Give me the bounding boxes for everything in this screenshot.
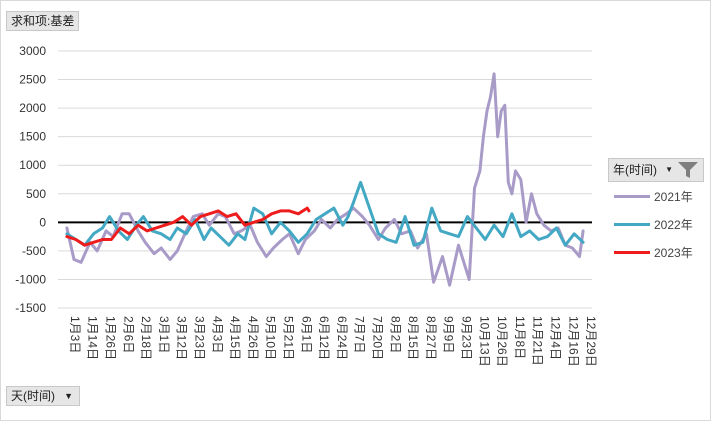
x-tick-label: 2月18日: [139, 316, 153, 360]
y-tick-label: 1500: [19, 130, 46, 144]
x-tick-label: 4月3日: [210, 316, 224, 353]
x-tick-label: 4月15日: [228, 316, 242, 360]
x-tick-label: 7月20日: [371, 316, 385, 360]
y-tick-label: 2500: [19, 73, 46, 87]
x-tick-label: 8月15日: [406, 316, 420, 360]
x-tick-label: 12月4日: [549, 316, 563, 360]
legend-swatch: [614, 250, 650, 254]
value-field-label: 求和项:基差: [11, 14, 75, 28]
series-lines: [65, 72, 585, 287]
x-tick-label: 5月10日: [264, 316, 278, 360]
legend: 年(时间) ▼ 2021年 2022年 2023年: [608, 158, 704, 266]
axis-field-button[interactable]: 天(时间) ▼: [6, 386, 80, 406]
x-tick-label: 10月26日: [495, 316, 509, 367]
x-tick-label: 9月9日: [442, 316, 456, 353]
legend-item-label: 2021年: [654, 189, 693, 204]
x-tick-label: 5月21日: [282, 316, 296, 360]
x-tick-label: 7月7日: [353, 316, 367, 353]
x-tick-label: 6月12日: [317, 316, 331, 360]
x-tick-label: 6月1日: [299, 316, 313, 353]
x-tick-label: 3月1日: [157, 316, 171, 353]
y-tick-label: 3000: [19, 44, 46, 58]
x-tick-label: 8月27日: [424, 316, 438, 360]
x-tick-label: 12月29日: [584, 316, 598, 367]
dropdown-arrow-icon[interactable]: ▼: [665, 165, 673, 174]
legend-swatch: [614, 222, 650, 226]
x-tick-label: 12月16日: [566, 316, 580, 367]
y-tick-label: 1000: [19, 158, 46, 172]
x-tick-label: 3月12日: [175, 316, 189, 360]
dropdown-arrow-icon[interactable]: ▼: [64, 391, 73, 401]
legend-item-label: 2022年: [654, 217, 693, 232]
x-tick-label: 4月26日: [246, 316, 260, 360]
legend-field-button[interactable]: 年(时间) ▼: [608, 158, 704, 182]
legend-item-2022[interactable]: 2022年: [608, 210, 704, 238]
x-tick-label: 1月14日: [86, 316, 100, 360]
x-tick-label: 9月23日: [460, 316, 474, 360]
legend-item-2021[interactable]: 2021年: [608, 182, 704, 210]
axis-field-label: 天(时间): [11, 389, 55, 403]
series-line-2021年: [65, 72, 585, 287]
x-axis-tick-labels: 1月3日 1月14日 1月26日 2月6日 2月18日 3月1日 3月12日 3月23日 4月3…: [68, 316, 598, 367]
x-tick-label: 3月23日: [193, 316, 207, 360]
x-tick-label: 6月24日: [335, 316, 349, 360]
filter-icon[interactable]: [677, 161, 699, 179]
y-axis-tick-labels: -1500 -1000 -500 0 500 1000 1500 2000 2500 3000: [15, 44, 46, 315]
legend-swatch: [614, 194, 650, 198]
y-tick-label: 500: [26, 187, 46, 201]
legend-title: 年(时间): [613, 163, 657, 177]
x-tick-label: 10月13日: [477, 316, 491, 367]
legend-item-label: 2023年: [654, 245, 693, 260]
x-tick-label: 1月3日: [68, 316, 82, 353]
x-tick-label: 2月6日: [121, 316, 135, 353]
y-tick-label: 0: [39, 215, 46, 229]
x-tick-label: 8月2日: [388, 316, 402, 353]
y-tick-label: -500: [22, 244, 46, 258]
gridlines: [58, 50, 592, 309]
value-field-button[interactable]: 求和项:基差: [6, 11, 80, 31]
series-line-2022年: [65, 180, 585, 247]
x-tick-label: 11月8日: [513, 316, 527, 359]
x-tick-label: 1月26日: [104, 316, 118, 360]
series-line-2023年: [65, 206, 311, 247]
y-tick-label: 2000: [19, 101, 46, 115]
x-tick-label: 11月21日: [531, 316, 545, 366]
legend-item-2023[interactable]: 2023年: [608, 238, 704, 266]
y-tick-label: -1000: [15, 272, 46, 286]
y-tick-label: -1500: [15, 301, 46, 315]
